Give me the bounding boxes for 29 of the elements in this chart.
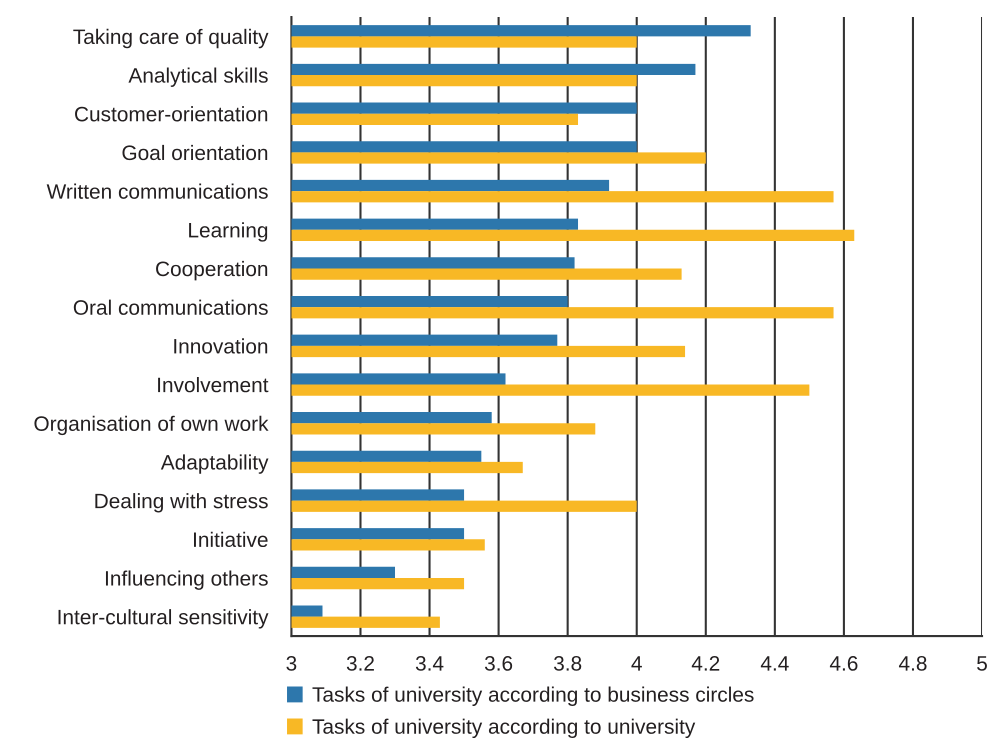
x-tick-label: 3.8 [554,656,582,671]
y-tick-label: Goal orientation [122,144,268,160]
y-tick-label: Customer-orientation [75,106,268,122]
x-tick-label: 3.2 [346,656,374,671]
y-tick-label: Dealing with stress [95,493,268,512]
y-tick-label: Innovation [174,338,268,354]
x-tick-label: 4.8 [898,656,927,671]
x-tick-label: 4 [631,656,642,671]
y-tick-label: Learning [189,222,268,242]
x-tick-label: 3 [286,656,296,671]
legend-label: Tasks of university according to university [312,718,696,738]
x-tick-label: 4.4 [760,656,789,671]
legend-label: Tasks of university according to business circles [312,686,754,706]
x-tick-label: 3.4 [416,656,444,671]
x-tick-label: 4.2 [692,656,720,671]
y-tick-label: Inter-cultural sensitivity [58,609,268,629]
y-tick-label: Written communications [46,184,268,199]
y-tick-label: Oral communications [74,300,268,315]
y-tick-label: Taking care of quality [73,28,268,48]
y-tick-label: Involvement [158,377,268,392]
x-tick-label: 5 [977,656,987,671]
y-tick-label: Adaptability [160,454,268,474]
y-tick-label: Cooperation [156,260,268,280]
x-tick-label: 3.6 [484,656,512,671]
x-tick-label: 4.6 [830,656,858,671]
y-tick-label: Organisation of own work [34,416,269,436]
y-tick-label: Analytical skills [128,67,268,87]
y-tick-label: Influencing others [106,570,268,590]
y-tick-label: Initiative [194,532,268,548]
